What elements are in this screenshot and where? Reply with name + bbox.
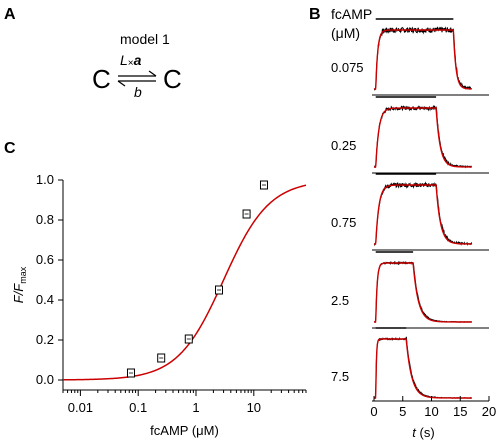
exponential-fit	[374, 29, 472, 90]
fluorescence-trace	[373, 181, 473, 247]
concentration-label: 0.25	[331, 138, 356, 153]
y-tick-label: 0.8	[36, 212, 54, 227]
exponential-fit	[374, 338, 472, 399]
y-axis-label: F/Fmax	[11, 266, 28, 303]
x-axis-label: fcAMP (μM)	[150, 423, 219, 438]
dose-response-plot: 0.0 0.2 0.4 0.6 0.8 1.0 0.01 0.1 1 10 fcAMP (μM)…	[11, 172, 307, 438]
y-tick-label: 0.4	[36, 292, 54, 307]
x-ticks: 0.01 0.1 1 10	[62, 390, 307, 415]
fluorescence-trace	[373, 104, 472, 169]
data-point	[184, 334, 193, 344]
backward-arrowhead-icon	[117, 80, 126, 87]
concentration-label: 7.5	[331, 369, 349, 384]
scheme-state-left: C	[92, 64, 111, 94]
time-tick-label: 10	[424, 404, 438, 419]
y-tick-label: 0.2	[36, 332, 54, 347]
y-axis-label-sub: max	[18, 266, 28, 284]
x-tick-label: 1	[192, 400, 199, 415]
x-tick-label: 0.1	[129, 400, 147, 415]
data-point	[126, 368, 135, 378]
time-axis-unit: (s)	[416, 425, 435, 440]
scheme-state-right: C	[163, 64, 182, 94]
scheme-rate-mult: ×	[128, 58, 134, 69]
scheme-arrows	[117, 70, 157, 87]
time-tick-label: 0	[370, 404, 377, 419]
panel-label-b: B	[309, 6, 321, 23]
trace-row: 7.5	[331, 327, 472, 399]
data-point	[259, 180, 268, 190]
fluorescence-trace	[373, 336, 472, 399]
exponential-fit	[374, 107, 472, 168]
concentration-label: 0.075	[331, 60, 364, 75]
scheme-title: model 1	[120, 31, 170, 47]
time-ticks: 0 5 10 15 20	[370, 396, 496, 419]
x-tick-label: 0.01	[68, 400, 93, 415]
time-tick-label: 15	[453, 404, 467, 419]
hill-fit-curve	[62, 184, 307, 381]
scheme-rate-l: L	[120, 52, 128, 68]
y-tick-label: 0.6	[36, 252, 54, 267]
trace-row: 2.5	[331, 251, 489, 329]
concentration-header: fcAMP	[331, 6, 372, 22]
scheme-forward-rate: L×a	[120, 52, 142, 69]
trace-row: 0.25	[331, 96, 489, 174]
fluorescence-trace	[373, 26, 472, 91]
concentration-label: 2.5	[331, 293, 349, 308]
time-tick-label: 5	[399, 404, 406, 419]
data-points	[126, 180, 268, 378]
time-axis-symbol: t	[412, 425, 417, 440]
x-tick-label: 10	[247, 400, 261, 415]
time-tick-label: 20	[482, 404, 496, 419]
y-ticks: 0.0 0.2 0.4 0.6 0.8 1.0	[36, 172, 63, 387]
y-tick-label: 1.0	[36, 172, 54, 187]
trace-row: 0.75	[331, 173, 489, 251]
scheme-rate-a: a	[134, 52, 142, 68]
panel-label-c: C	[4, 140, 16, 157]
panel-label-a: A	[4, 6, 16, 23]
exponential-fit	[374, 262, 472, 323]
trace-row: 0.075	[331, 18, 489, 96]
forward-arrowhead-icon	[148, 70, 157, 77]
y-tick-label: 0.0	[36, 372, 54, 387]
exponential-fit	[374, 184, 472, 245]
y-axis-label-main: F/F	[11, 283, 26, 304]
concentration-unit: (μM)	[331, 25, 360, 41]
data-point	[215, 285, 224, 295]
kinetic-scheme: model 1 C C L×a b	[92, 31, 182, 100]
time-axis-label: t (s)	[412, 425, 434, 440]
scheme-backward-rate: b	[134, 84, 142, 100]
data-point	[242, 209, 251, 219]
concentration-label: 0.75	[331, 215, 356, 230]
data-point	[157, 353, 166, 363]
traces: 0.075 0.25 0.75 2.5 7.5	[331, 18, 489, 399]
